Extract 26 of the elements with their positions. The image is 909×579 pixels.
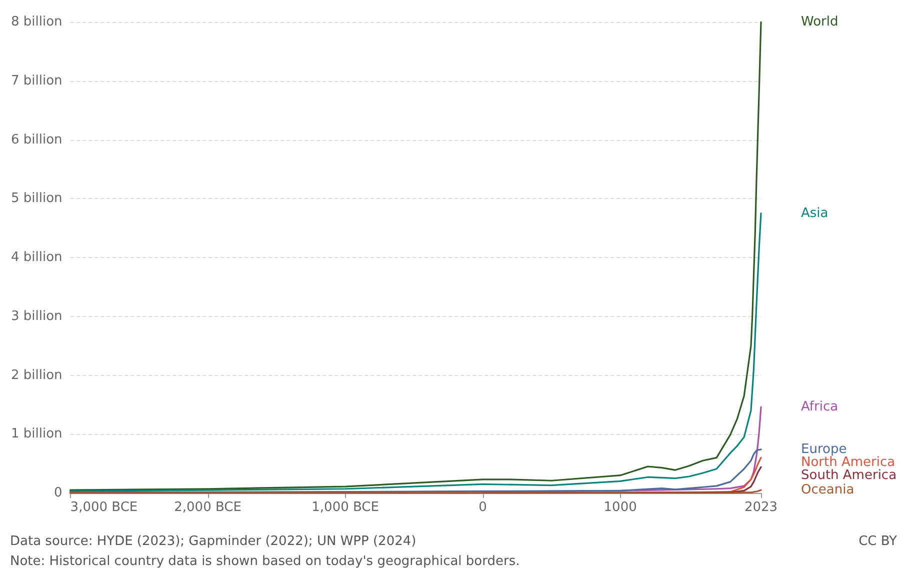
y-tick-label: 1 billion	[11, 426, 62, 442]
x-tick-label: 2023	[744, 500, 778, 515]
x-tick-label: 1000	[604, 500, 637, 515]
text: Africa	[801, 400, 838, 415]
source-note: Data source: HYDE (2023); Gapminder (2022); UN WPP (2024)	[10, 534, 416, 549]
text: South America	[801, 468, 897, 483]
y-tick-label: 6 billion	[11, 132, 62, 148]
x-tick-label: 3,000 BCE	[70, 500, 138, 515]
text: Oceania	[801, 482, 854, 498]
text: North America	[801, 454, 896, 470]
y-tick-label: 0	[54, 486, 62, 500]
y-tick-label: 7 billion	[11, 73, 62, 88]
y-tick-label: 2 billion	[11, 368, 62, 383]
text: CC BY	[858, 534, 898, 549]
text: Europe	[801, 442, 847, 457]
x-tick-label: 2,000 BCE	[174, 500, 242, 515]
y-tick-label: 3 billion	[11, 308, 62, 324]
line-series	[69, 21, 762, 491]
y-tick-label: 8 billion	[11, 14, 62, 30]
text: World	[801, 14, 838, 30]
y-tick-label: 4 billion	[11, 250, 62, 265]
x-tick-label: 1,000 BCE	[312, 500, 379, 515]
text: Asia	[801, 206, 828, 221]
x-tick-label: 0	[478, 500, 487, 515]
y-tick-label: 5 billion	[11, 191, 62, 206]
text: Note: Historical country data is shown based on today's geographical borders.	[10, 554, 520, 569]
